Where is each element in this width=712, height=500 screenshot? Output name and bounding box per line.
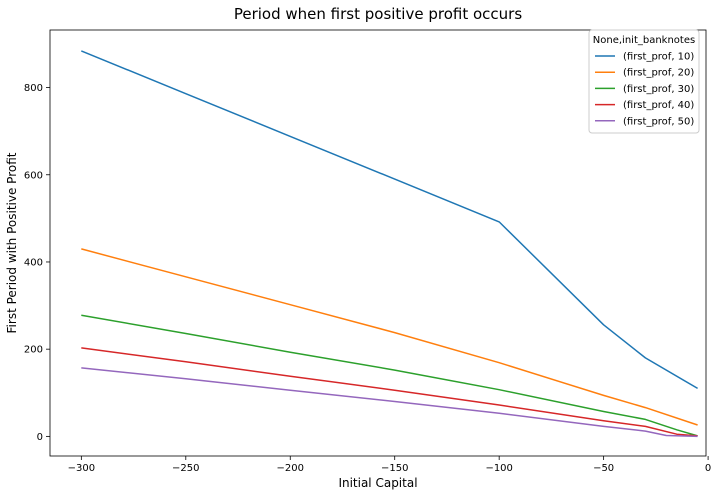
legend-entry: (first_prof, 50) bbox=[623, 116, 694, 127]
series-line bbox=[81, 347, 698, 437]
y-tick-label: 200 bbox=[24, 345, 43, 356]
x-tick-label: −50 bbox=[593, 463, 614, 474]
x-tick-label: −300 bbox=[68, 463, 95, 474]
y-axis-label: First Period with Positive Profit bbox=[5, 152, 19, 333]
legend-box bbox=[588, 29, 700, 134]
x-tick-label: −100 bbox=[485, 463, 512, 474]
x-tick-label: −200 bbox=[277, 463, 304, 474]
series-lines bbox=[81, 50, 698, 438]
y-tick-label: 600 bbox=[24, 170, 43, 181]
x-axis-label: Initial Capital bbox=[338, 476, 417, 490]
legend-entry: (first_prof, 40) bbox=[623, 100, 694, 111]
legend: None,init_banknotes (first_prof, 10) (firs… bbox=[588, 29, 700, 134]
y-tick-label: 0 bbox=[37, 432, 43, 443]
x-tick-label: −250 bbox=[172, 463, 199, 474]
series-line bbox=[81, 367, 698, 438]
legend-title: None,init_banknotes bbox=[593, 35, 695, 46]
x-tick-label: 0 bbox=[705, 463, 711, 474]
y-tick-label: 400 bbox=[24, 257, 43, 268]
chart-title: Period when first positive profit occurs bbox=[234, 5, 522, 23]
series-line bbox=[81, 314, 698, 437]
series-line bbox=[81, 50, 698, 390]
x-tick-label: −150 bbox=[381, 463, 408, 474]
axis-ticks: −300 −250 −200 −150 −100 −50 0 0 200 400 600 800 bbox=[24, 83, 711, 474]
series-line bbox=[81, 248, 698, 426]
legend-entry: (first_prof, 20) bbox=[623, 68, 694, 79]
y-tick-label: 800 bbox=[24, 83, 43, 94]
legend-entry: (first_prof, 30) bbox=[623, 84, 694, 95]
legend-entry: (first_prof, 10) bbox=[623, 52, 694, 63]
